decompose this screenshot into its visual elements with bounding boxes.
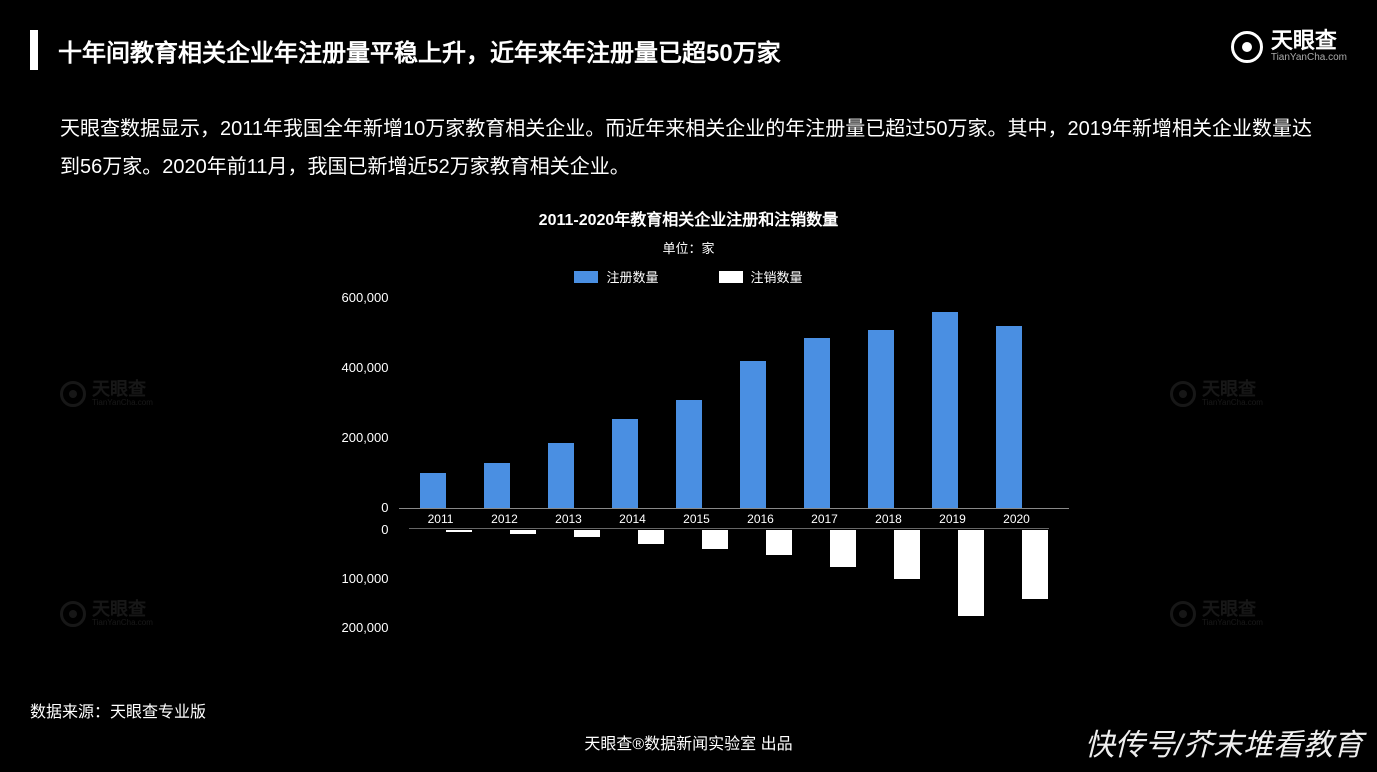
header: 十年间教育相关企业年注册量平稳上升，近年来年注册量已超50万家 — [0, 0, 1377, 70]
bar-cancellation — [894, 530, 920, 579]
page-title: 十年间教育相关企业年注册量平稳上升，近年来年注册量已超50万家 — [58, 33, 781, 68]
y-axis-top-label: 600,000 — [309, 290, 389, 305]
legend-label-2: 注销数量 — [751, 267, 803, 286]
bar-group: 2014 — [608, 298, 658, 638]
bar-group: 2018 — [864, 298, 914, 638]
logo-text: 天眼查 TianYanCha.com — [1271, 30, 1347, 64]
bar-cancellation — [766, 530, 792, 555]
bar-cancellation — [830, 530, 856, 567]
y-axis-top-label: 400,000 — [309, 360, 389, 375]
x-axis-label: 2015 — [672, 512, 722, 526]
bar-registration — [676, 400, 702, 509]
legend-swatch-2 — [719, 271, 743, 283]
x-axis-label: 2018 — [864, 512, 914, 526]
bar-cancellation — [446, 530, 472, 532]
bar-group: 2016 — [736, 298, 786, 638]
chart-legend: 注册数量 注销数量 — [309, 267, 1069, 286]
y-axis-bottom-label: 200,000 — [309, 620, 389, 635]
bar-registration — [612, 419, 638, 508]
x-axis-label: 2012 — [480, 512, 530, 526]
x-axis-label: 2019 — [928, 512, 978, 526]
legend-item-registration: 注册数量 — [574, 267, 658, 286]
logo-en: TianYanCha.com — [1271, 52, 1347, 64]
bar-registration — [420, 473, 446, 508]
bar-group: 2011 — [416, 298, 466, 638]
description-text: 天眼查数据显示，2011年我国全年新增10万家教育相关企业。而近年来相关企业的年… — [0, 70, 1377, 206]
logo-cn: 天眼查 — [1271, 30, 1347, 52]
watermark: 天眼查TianYanCha.com — [1170, 600, 1263, 628]
chart-plot-area: 0200,000400,000600,0000100,000200,000201… — [399, 298, 1069, 638]
bar-group: 2015 — [672, 298, 722, 638]
y-axis-bottom-label: 0 — [309, 522, 389, 537]
bar-registration — [868, 330, 894, 509]
bar-cancellation — [574, 530, 600, 537]
x-axis-label: 2011 — [416, 512, 466, 526]
eye-icon — [1231, 31, 1263, 63]
x-axis-label: 2014 — [608, 512, 658, 526]
bar-cancellation — [1022, 530, 1048, 599]
data-source-label: 数据来源：天眼查专业版 — [30, 698, 206, 722]
bar-cancellation — [702, 530, 728, 549]
legend-swatch-1 — [574, 271, 598, 283]
y-axis-bottom-label: 100,000 — [309, 571, 389, 586]
x-axis-label: 2017 — [800, 512, 850, 526]
bar-group: 2017 — [800, 298, 850, 638]
legend-label-1: 注册数量 — [606, 267, 658, 286]
legend-item-cancellation: 注销数量 — [719, 267, 803, 286]
watermark: 天眼查TianYanCha.com — [60, 600, 153, 628]
bar-cancellation — [958, 530, 984, 616]
bar-group: 2012 — [480, 298, 530, 638]
bar-registration — [804, 338, 830, 508]
brand-logo: 天眼查 TianYanCha.com — [1231, 30, 1347, 64]
bar-group: 2019 — [928, 298, 978, 638]
bar-group: 2020 — [992, 298, 1042, 638]
watermark: 天眼查TianYanCha.com — [60, 380, 153, 408]
watermark: 天眼查TianYanCha.com — [1170, 380, 1263, 408]
chart-title: 2011-2020年教育相关企业注册和注销数量 — [309, 206, 1069, 230]
bar-registration — [932, 312, 958, 508]
x-axis-label: 2013 — [544, 512, 594, 526]
x-axis-label: 2020 — [992, 512, 1042, 526]
y-axis-top-label: 0 — [309, 500, 389, 515]
bar-registration — [548, 443, 574, 508]
bar-registration — [740, 361, 766, 508]
bar-cancellation — [638, 530, 664, 544]
bar-cancellation — [510, 530, 536, 534]
chart-unit: 单位：家 — [309, 238, 1069, 257]
bottom-right-attribution: 快传号/芥末堆看教育 — [1085, 720, 1363, 764]
bar-registration — [484, 463, 510, 509]
header-accent-bar — [30, 30, 38, 70]
bar-group: 2013 — [544, 298, 594, 638]
chart-container: 2011-2020年教育相关企业注册和注销数量 单位：家 注册数量 注销数量 0… — [309, 206, 1069, 638]
x-axis-label: 2016 — [736, 512, 786, 526]
bar-registration — [996, 326, 1022, 508]
y-axis-top-label: 200,000 — [309, 430, 389, 445]
